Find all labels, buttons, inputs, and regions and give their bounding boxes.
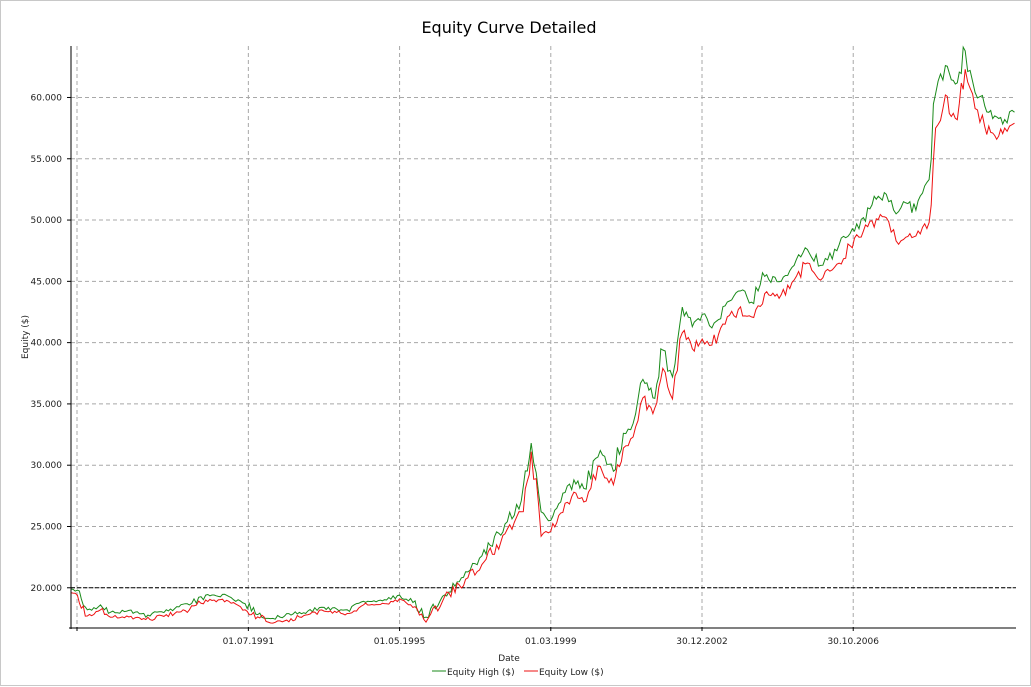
legend-item-equity-low: Equity Low ($) (524, 668, 604, 678)
y-tick-label: 40.000 (31, 339, 63, 349)
legend-item-equity-high: Equity High ($) (432, 668, 515, 678)
y-tick-label: 35.000 (31, 400, 63, 410)
y-tick-label: 55.000 (31, 155, 63, 165)
grid-layer (71, 46, 1016, 627)
y-tick-label: 25.000 (31, 522, 63, 532)
y-axis-label: Equity ($) (21, 315, 31, 359)
axes-layer: 20.000 25.000 30.000 35.000 40.000 45.000 50.0… (31, 46, 1016, 647)
x-tick-label: 01.03.1999 (525, 637, 577, 647)
legend: Equity High ($) Equity Low ($) (432, 668, 604, 678)
chart-title: Equity Curve Detailed (421, 18, 596, 37)
equity-high-line (70, 45, 1015, 620)
y-tick-label: 60.000 (31, 93, 63, 103)
legend-label: Equity High ($) (447, 668, 515, 678)
y-tick-label: 20.000 (31, 584, 63, 594)
x-tick-label: 01.05.1995 (374, 637, 426, 647)
x-tick-label: 01.07.1991 (223, 637, 275, 647)
y-tick-label: 50.000 (31, 216, 63, 226)
x-axis-label: Date (498, 654, 520, 664)
x-tick-label: 30.10.2006 (827, 637, 879, 647)
x-tick-label: 30.12.2002 (676, 637, 728, 647)
y-tick-label: 45.000 (31, 277, 63, 287)
y-tick-label: 30.000 (31, 461, 63, 471)
legend-label: Equity Low ($) (539, 668, 604, 678)
series-layer (70, 45, 1015, 624)
equity-low-line (70, 69, 1015, 624)
